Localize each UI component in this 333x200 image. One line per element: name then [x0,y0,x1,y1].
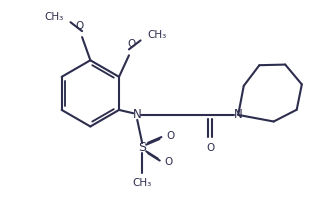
Text: O: O [206,143,214,153]
Text: O: O [75,21,84,31]
Text: CH₃: CH₃ [133,178,152,188]
Text: O: O [165,157,172,167]
Text: O: O [166,131,174,141]
Text: O: O [128,39,136,49]
Text: CH₃: CH₃ [147,30,166,40]
Text: N: N [133,108,142,121]
Text: N: N [234,108,242,121]
Text: CH₃: CH₃ [45,12,64,22]
Text: S: S [138,141,146,154]
